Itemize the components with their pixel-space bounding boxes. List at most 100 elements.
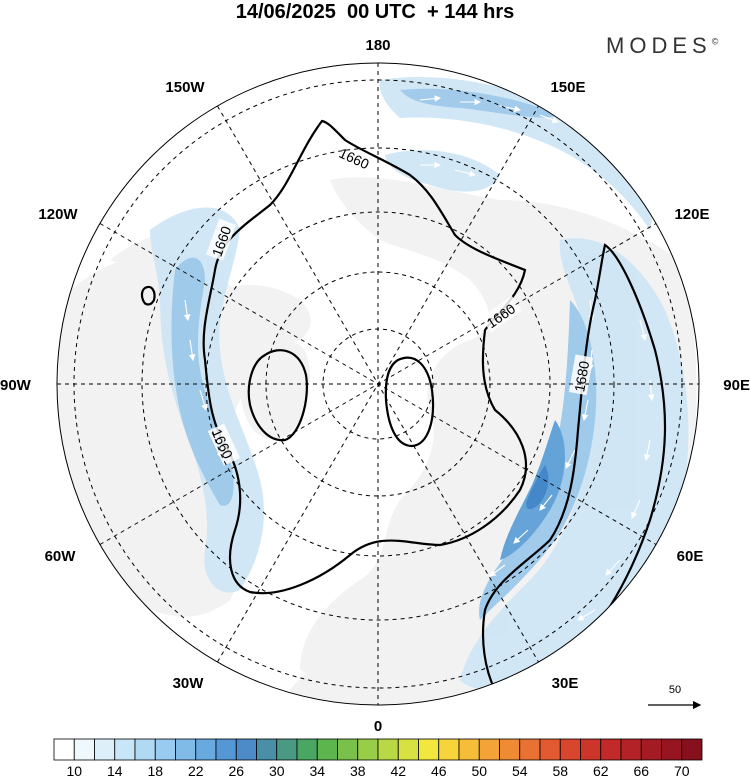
colorbar-swatch: [276, 738, 298, 761]
colorbar-swatch: [661, 738, 683, 761]
wind-speed-shading: [150, 76, 689, 691]
colorbar-tick-label: 46: [431, 763, 447, 779]
colorbar-tick-label: 38: [350, 763, 366, 779]
colorbar-swatch: [53, 738, 75, 761]
colorbar-swatch: [438, 738, 460, 761]
colorbar-swatch: [195, 738, 217, 761]
lon-label-150e: 150E: [550, 79, 585, 96]
colorbar-tick-label: 34: [309, 763, 325, 779]
colorbar-tick-label: 54: [512, 763, 528, 779]
map-disk: 1660 1660 1660 1660 1680: [57, 63, 699, 705]
contour-label-5: 1680: [571, 359, 592, 393]
wind-vector: [577, 609, 596, 621]
wind-vector: [639, 319, 647, 342]
contour-1660-main: [202, 119, 528, 595]
colorbar-tick-label: 66: [633, 763, 649, 779]
colorbar-tick-label: 58: [552, 763, 568, 779]
contour-greenland-closed: [247, 349, 308, 442]
latitude-circle-60n: [205, 211, 551, 557]
lon-label-30w: 30W: [173, 675, 205, 692]
lon-label-150w: 150W: [165, 79, 205, 96]
copyright-mark: ©: [711, 36, 719, 47]
height-contours: [140, 119, 667, 695]
brand-name: MODES: [606, 33, 712, 58]
colorbar-swatch: [539, 738, 561, 761]
colorbar-swatch: [458, 738, 480, 761]
colorbar-swatch: [681, 738, 703, 761]
contour-eurasia-closed: [384, 356, 435, 448]
colorbar-swatch: [357, 738, 379, 761]
colorbar-swatch: [580, 738, 602, 761]
colorbar-swatch: [215, 738, 237, 761]
colorbar: [53, 738, 703, 761]
wind-vector: [513, 529, 529, 544]
colorbar-tick-label: 62: [593, 763, 609, 779]
jet-band-east-mid: [479, 300, 597, 620]
lon-label-30e: 30E: [552, 675, 579, 692]
lon-label-120w: 120W: [38, 206, 78, 223]
colorbar-tick-label: 30: [269, 763, 285, 779]
wind-vector: [605, 559, 621, 576]
lon-label-60w: 60W: [45, 548, 77, 565]
contour-1680: [481, 243, 667, 695]
wind-vector: [643, 439, 651, 462]
colorbar-tick-label: 70: [674, 763, 690, 779]
colorbar-swatch: [559, 738, 581, 761]
colorbar-swatch: [478, 738, 500, 761]
wind-vector: [539, 114, 560, 124]
wind-vector: [539, 494, 553, 511]
lon-label-90e: 90E: [723, 377, 750, 394]
colorbar-swatch: [73, 738, 95, 761]
wind-vector: [183, 299, 191, 322]
colorbar-swatch: [418, 738, 440, 761]
colorbar-swatch: [397, 738, 419, 761]
africa-land: [290, 650, 431, 705]
colorbar-swatch: [235, 738, 257, 761]
wind-vector: [454, 169, 477, 177]
contour-canada-small: [140, 285, 156, 306]
graticule: [57, 63, 699, 705]
contour-label-bg: [207, 423, 241, 466]
lon-label-90w: 90W: [0, 377, 32, 394]
reference-vector-label: 50: [669, 684, 681, 696]
wind-vector: [188, 339, 196, 362]
wind-vector: [648, 379, 655, 402]
colorbar-swatch: [600, 738, 622, 761]
wind-vector: [631, 499, 641, 520]
colorbar-swatch: [499, 738, 521, 761]
lon-label-180: 180: [365, 37, 390, 54]
map-boundary: [56, 62, 700, 706]
reference-vector: 50: [648, 684, 702, 710]
colorbar-swatch: [337, 738, 359, 761]
colorbar-swatch: [316, 738, 338, 761]
colorbar-swatch: [175, 738, 197, 761]
colorbar-tick-label: 50: [471, 763, 487, 779]
wind-vector: [581, 399, 589, 422]
jet-band-east-max: [526, 465, 549, 510]
brand-logo: MODES©: [606, 33, 718, 59]
colorbar-swatch: [94, 738, 116, 761]
colorbar-swatch: [134, 738, 156, 761]
colorbar-tick-label: 14: [107, 763, 123, 779]
forecast-title: 14/06/2025 00 UTC + 144 hrs: [235, 1, 515, 23]
colorbar-swatch: [154, 738, 176, 761]
colorbar-tick-labels: 10 14 18 22 26 30 34 38 42 46 50 54 58 62 66 70: [66, 763, 689, 779]
contour-label-bg: [334, 142, 377, 176]
wind-vector: [565, 449, 576, 469]
lon-label-60e: 60E: [677, 548, 704, 565]
greenland-land: [240, 340, 311, 440]
lon-label-0: 0: [374, 718, 382, 735]
colorbar-tick-label: 10: [66, 763, 82, 779]
wind-vector: [419, 95, 442, 102]
lon-label-120e: 120E: [674, 206, 709, 223]
colorbar-swatch: [256, 738, 278, 761]
jet-band-north: [379, 76, 653, 231]
jet-band-siberia: [385, 150, 500, 192]
colorbar-swatch: [640, 738, 662, 761]
colorbar-tick-label: 26: [228, 763, 244, 779]
latitude-circle-50n: [141, 147, 615, 621]
colorbar-tick-label: 42: [390, 763, 406, 779]
wind-vector: [199, 389, 208, 412]
